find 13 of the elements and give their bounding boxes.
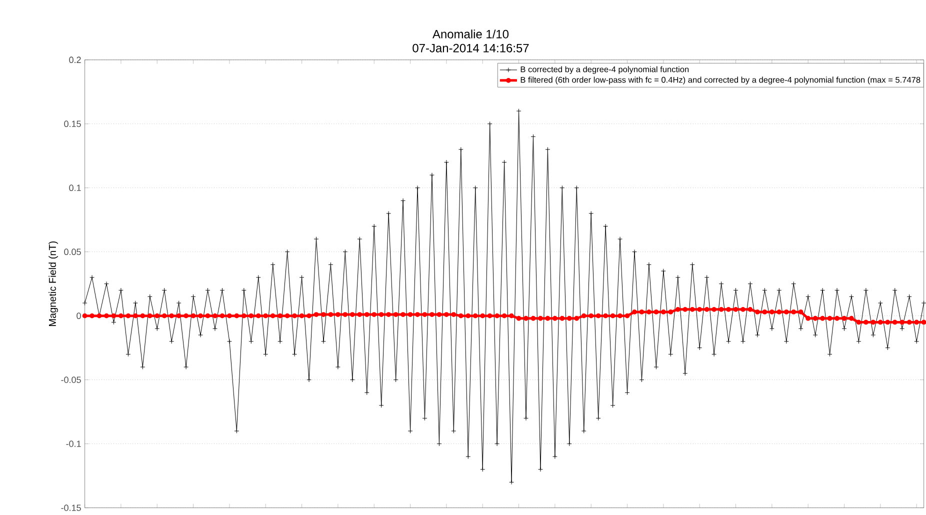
y-tick-label: -0.1	[66, 440, 81, 448]
y-tick-label: -0.05	[61, 376, 81, 384]
y-tick-label: 0	[76, 312, 81, 320]
y-tick-label: 0.2	[69, 56, 81, 64]
y-tick-label: 0.05	[64, 248, 81, 256]
y-tick-label: -0.15	[61, 504, 81, 512]
y-tick-label: 0.1	[69, 184, 81, 192]
chart-title: Anomalie 1/10	[432, 30, 509, 39]
y-axis-title: Magnetic Field (nT)	[48, 242, 58, 326]
y-tick-label: 0.15	[64, 120, 81, 128]
chart-subtitle: 07-Jan-2014 14:16:57	[412, 44, 529, 53]
legend-label: B filtered (6th order low-pass with fc = 0.4Hz) and corrected by a degree-4 polynomial function (max = 5.7478	[520, 76, 920, 85]
legend-label: B corrected by a degree-4 polynomial function	[520, 66, 689, 74]
